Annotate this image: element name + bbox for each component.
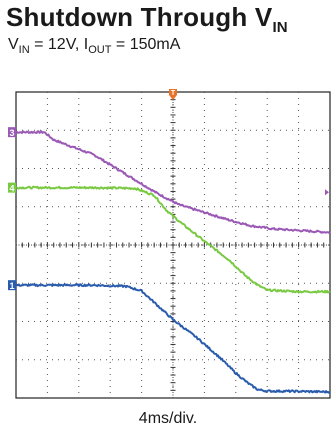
traces [15,130,331,394]
trace-ch4 [15,185,331,294]
channel-marker-box [8,280,16,291]
channel-marker-box [8,182,16,193]
trigger-marker-label: T [171,90,176,97]
trace-ch1 [15,283,331,394]
channel-marker-label: 1 [9,281,14,291]
x-axis-label: 4ms/div. [138,410,198,427]
channel-marker-4: 4 [8,182,16,194]
channel-markers: 3 4 1 T [8,89,329,291]
chart-title: Shutdown Through VIN [6,2,288,36]
channel-marker-1: 1 [8,280,16,291]
trigger-marker-shape [169,89,177,100]
channel-marker-3: 3 [8,127,16,138]
channel-marker-label: 3 [9,128,14,138]
channel-marker-box [8,127,16,138]
chart-subtitle: VIN = 12V, IOUT = 150mA [8,36,181,56]
trace-ch3 [15,130,331,234]
channel-marker-label: 4 [9,184,14,194]
grid [15,91,331,399]
trigger-marker: T [169,89,177,100]
right-level-marker [325,189,329,196]
